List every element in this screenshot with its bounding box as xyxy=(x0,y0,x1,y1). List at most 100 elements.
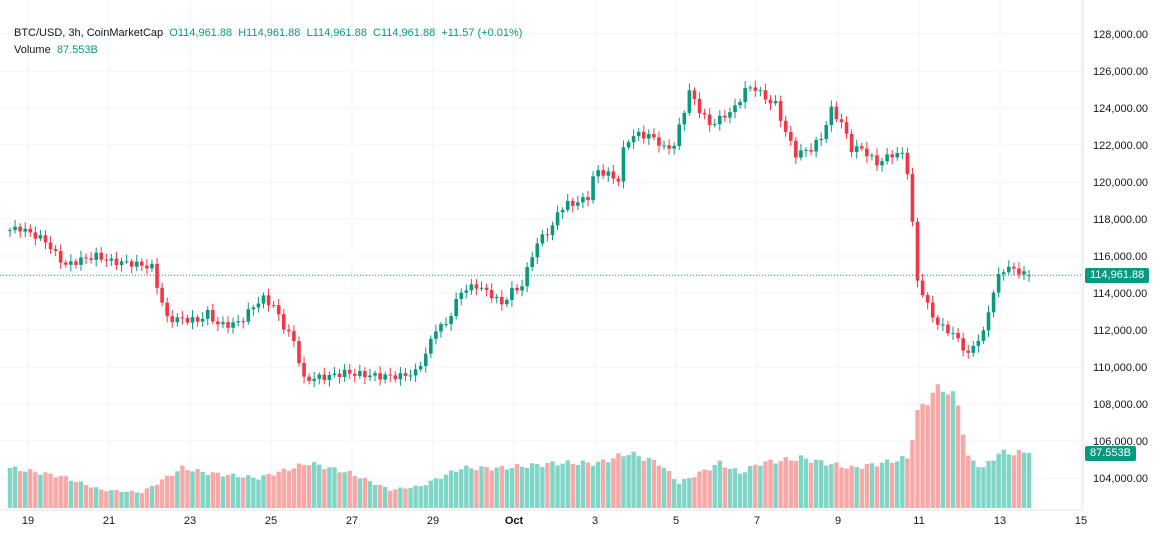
y-tick-label: 124,000.00 xyxy=(1093,103,1148,115)
candle-body xyxy=(925,295,930,303)
volume-bar xyxy=(707,470,712,508)
candle-body xyxy=(444,324,448,326)
candle-body xyxy=(758,90,763,92)
volume-bar xyxy=(88,487,94,508)
candle-body xyxy=(43,235,48,243)
volume-bar xyxy=(666,471,672,508)
candle-body xyxy=(814,139,818,152)
volume-bar xyxy=(484,466,489,508)
volume-bar xyxy=(971,460,976,508)
candle-body xyxy=(373,373,377,376)
volume-bar xyxy=(251,477,256,508)
volume-bar xyxy=(215,472,221,508)
volume-bar xyxy=(83,485,89,508)
candle-body xyxy=(13,226,17,231)
candle-body xyxy=(74,261,78,265)
volume-bar xyxy=(687,478,692,508)
volume-bar xyxy=(570,464,575,508)
candle-body xyxy=(79,257,83,265)
candle-body xyxy=(18,226,22,232)
volume-bar xyxy=(93,487,99,508)
candle-body xyxy=(114,258,119,266)
open-value: O114,961.88 xyxy=(169,27,233,39)
candle-body xyxy=(1017,268,1021,275)
candle-body xyxy=(307,376,311,381)
candle-body xyxy=(195,317,200,322)
volume-bar xyxy=(996,453,1001,508)
volume-bar xyxy=(535,464,540,508)
volume-bar xyxy=(58,475,63,508)
candle-body xyxy=(900,152,905,154)
candle-body xyxy=(63,262,68,265)
candle-body xyxy=(682,112,687,125)
price-axis[interactable]: 128,000.00 126,000.00 124,000.00 122,000.00… xyxy=(1093,29,1148,485)
candle-body xyxy=(565,200,570,210)
candle-body xyxy=(236,321,240,323)
candle-body xyxy=(246,309,251,322)
volume-bar xyxy=(286,470,292,508)
volume-bar xyxy=(38,474,43,508)
candle-body xyxy=(854,146,859,153)
candle-body xyxy=(586,197,590,201)
volume-bar xyxy=(499,465,504,508)
volume-bar xyxy=(834,462,839,508)
candle-body xyxy=(718,115,722,125)
volume-bar xyxy=(889,462,895,508)
candle-body xyxy=(271,305,276,307)
volume-bar xyxy=(403,488,408,508)
candle-body xyxy=(104,259,109,261)
candle-body xyxy=(936,317,940,325)
candle-body xyxy=(702,113,707,115)
volume-bar xyxy=(930,392,935,508)
volume-bar xyxy=(677,483,682,508)
candle-body xyxy=(434,331,438,339)
candle-body xyxy=(205,310,210,319)
candle-body xyxy=(530,257,535,268)
volume-bar xyxy=(671,479,677,508)
volume-bar xyxy=(154,484,160,508)
volume-bar xyxy=(879,462,885,508)
candle-body xyxy=(829,106,834,126)
candle-body xyxy=(454,299,458,317)
candle-body xyxy=(616,178,621,182)
volume-bar xyxy=(205,475,210,508)
volume-bar xyxy=(722,467,728,508)
volume-bar xyxy=(453,471,459,508)
candle-body xyxy=(459,292,464,300)
candle-body xyxy=(226,322,230,328)
volume-bar xyxy=(869,463,875,508)
candle-body xyxy=(930,302,935,318)
candle-body xyxy=(332,373,337,375)
volume-bar xyxy=(737,473,743,508)
candle-body xyxy=(1006,266,1011,273)
candle-body xyxy=(276,305,281,315)
y-tick-label: 128,000.00 xyxy=(1093,29,1148,41)
candle-body xyxy=(312,378,316,381)
candle-body xyxy=(378,373,382,380)
volume-bar xyxy=(428,480,434,508)
candle-body xyxy=(388,374,393,376)
candle-body xyxy=(241,321,246,323)
volume-bar xyxy=(398,487,403,508)
x-tick-label: 9 xyxy=(835,515,841,527)
volume-bar xyxy=(377,485,383,508)
volume-bar xyxy=(362,477,368,508)
candle-body xyxy=(251,307,256,310)
candle-body xyxy=(499,296,504,305)
candle-body xyxy=(200,318,205,322)
volume-bar xyxy=(550,461,555,508)
candle-body xyxy=(510,287,514,301)
candle-body xyxy=(23,228,28,232)
time-axis[interactable]: 19 21 23 25 27 29 Oct 3 5 7 9 11 13 15 xyxy=(22,515,1087,527)
volume-bar xyxy=(418,486,423,508)
volume-bar xyxy=(327,467,332,508)
volume-bar xyxy=(235,477,241,508)
candle-body xyxy=(99,252,104,260)
volume-bar xyxy=(910,439,915,508)
candle-body xyxy=(834,106,839,120)
candle-body xyxy=(971,345,976,353)
volume-bar xyxy=(803,458,809,508)
volume-bar xyxy=(17,471,23,508)
candle-body xyxy=(819,138,823,140)
